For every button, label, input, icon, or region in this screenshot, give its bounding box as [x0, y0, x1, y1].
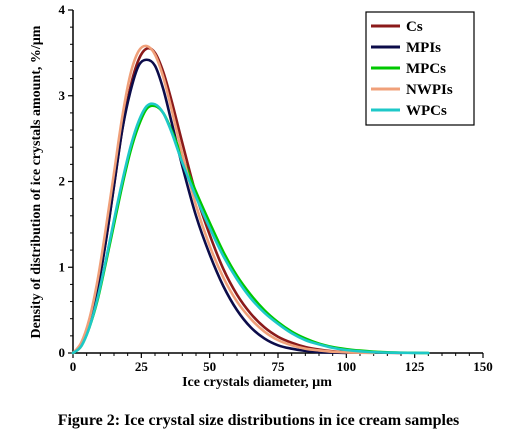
legend-label: NWPIs [406, 82, 453, 98]
legend: Cs MPIs MPCs NWPIs WPCs [365, 11, 475, 126]
series-line-cs [71, 46, 403, 355]
series-layer [71, 44, 430, 355]
x-tick-label: 100 [337, 359, 357, 374]
series-line-mpcs [71, 104, 430, 355]
x-tick-label: 125 [405, 359, 425, 374]
y-tick-label: 1 [59, 259, 66, 274]
legend-label: Cs [406, 19, 423, 35]
figure-caption: Figure 2: Ice crystal size distributions… [57, 412, 460, 429]
x-tick-label: 75 [272, 359, 286, 374]
series-line-mpis [71, 58, 348, 355]
y-tick-label: 2 [59, 174, 66, 189]
x-tick-label: 150 [473, 359, 493, 374]
legend-label: MPIs [406, 40, 441, 56]
y-axis-title: Density of distribution of ice crystals … [29, 25, 44, 338]
y-tick-label: 4 [59, 2, 66, 17]
y-tick-label: 3 [59, 88, 66, 103]
y-tick-label: 0 [59, 345, 66, 360]
legend-label: WPCs [406, 103, 447, 119]
legend-label: MPCs [406, 61, 446, 77]
axes: 0 25 50 75 100 125 150 0 1 2 3 4 [59, 2, 493, 374]
x-axis-title: Ice crystals diameter, µm [182, 375, 332, 390]
series-line-nwpis [71, 44, 375, 355]
series-line-wpcs [71, 102, 430, 355]
chart: 0 25 50 75 100 125 150 0 1 2 3 4 Cs MPIs MPCs NWPIs WPC… [29, 2, 493, 390]
x-tick-label: 25 [135, 359, 149, 374]
x-tick-label: 0 [70, 359, 77, 374]
x-tick-label: 50 [203, 359, 216, 374]
